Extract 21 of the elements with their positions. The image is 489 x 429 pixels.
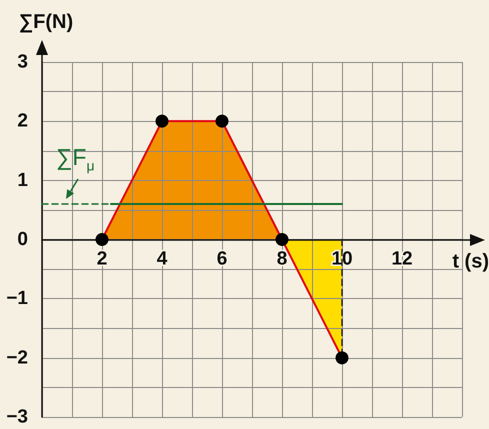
point — [156, 114, 168, 128]
x-axis-title: t (s) — [452, 250, 489, 272]
y-tick-label: −3 — [6, 406, 28, 428]
point — [276, 233, 288, 246]
y-tick-label: −1 — [6, 288, 28, 310]
x-tick-label: 6 — [216, 248, 228, 270]
annotation: ∑F$_{μ}$ — [56, 144, 95, 174]
point — [336, 351, 348, 364]
y-tick-label: 2 — [17, 110, 28, 132]
x-tick-label: 8 — [276, 248, 288, 270]
y-tick-label: 3 — [17, 52, 28, 72]
point — [216, 114, 228, 128]
x-tick-label: 4 — [156, 248, 168, 270]
y-tick-label: 0 — [17, 229, 28, 250]
point — [96, 233, 108, 246]
x-tick-label: 2 — [96, 248, 108, 270]
y-tick-label: −2 — [6, 347, 28, 368]
y-axis-title: ∑F(N) — [18, 11, 74, 33]
x-tick-label: 12 — [391, 248, 413, 270]
y-tick-label: 1 — [17, 170, 28, 191]
x-tick-label: 10 — [331, 248, 353, 270]
